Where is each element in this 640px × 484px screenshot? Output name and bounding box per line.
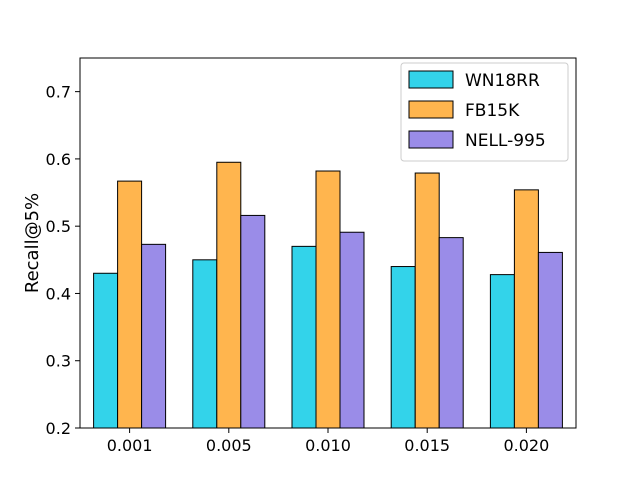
- legend-label-fb15k: FB15K: [465, 101, 520, 121]
- legend: WN18RR FB15K NELL-995: [400, 62, 569, 162]
- x-tick-label-4: 0.020: [503, 436, 549, 455]
- legend-swatch-wn18rr: [408, 70, 454, 89]
- legend-swatch-nell-995: [408, 130, 454, 149]
- y-axis-label: Recall@5%: [22, 193, 43, 293]
- bar-fb15k-2: [315, 170, 341, 429]
- y-tick-label-2: 0.4: [46, 284, 71, 303]
- bar-fb15k-3: [414, 172, 440, 429]
- legend-label-nell-995: NELL-995: [465, 131, 546, 151]
- x-tick-label-1: 0.005: [206, 436, 252, 455]
- y-tick-label-3: 0.5: [46, 217, 71, 236]
- legend-swatch-fb15k: [408, 100, 454, 119]
- x-tick-label-0: 0.001: [107, 436, 153, 455]
- bar-nell-995-4: [537, 251, 563, 429]
- bar-fb15k-0: [117, 180, 143, 429]
- bar-nell-995-2: [339, 231, 365, 429]
- x-tick-label-2: 0.010: [305, 436, 351, 455]
- y-tick-label-1: 0.3: [46, 352, 71, 371]
- x-tick-label-3: 0.015: [404, 436, 450, 455]
- bar-wn18rr-2: [291, 245, 317, 429]
- bar-nell-995-3: [438, 237, 464, 429]
- y-axis: 0.2 0.3 0.4 0.5 0.6 0.7: [46, 83, 80, 438]
- bar-wn18rr-3: [390, 266, 416, 429]
- bar-wn18rr-1: [192, 259, 218, 429]
- bar-wn18rr-4: [489, 274, 515, 429]
- bar-nell-995-0: [141, 243, 167, 429]
- x-axis: 0.001 0.005 0.010 0.015 0.020: [107, 428, 549, 455]
- y-tick-label-0: 0.2: [46, 419, 71, 438]
- y-tick-label-4: 0.6: [46, 150, 71, 169]
- bar-wn18rr-0: [93, 272, 119, 429]
- bar-fb15k-4: [513, 189, 539, 429]
- bar-nell-995-1: [240, 214, 266, 429]
- y-tick-label-5: 0.7: [46, 83, 71, 102]
- legend-label-wn18rr: WN18RR: [465, 71, 540, 91]
- bar-fb15k-1: [216, 161, 242, 429]
- bars-layer: [93, 161, 563, 429]
